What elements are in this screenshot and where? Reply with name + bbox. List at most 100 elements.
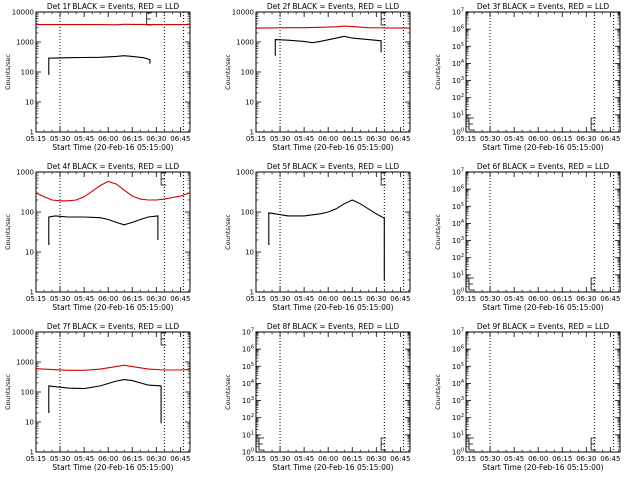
x-axis-title: Start Time (20-Feb-16 05:15:00) — [482, 463, 603, 472]
y-tick-label: 10 — [245, 249, 254, 257]
x-tick-label: 05:30 — [270, 455, 290, 463]
x-tick-label: 06:45 — [170, 295, 190, 303]
x-tick-label: 05:45 — [504, 455, 524, 463]
y-tick-label: 100 — [241, 69, 254, 77]
x-tick-label: 06:30 — [366, 455, 386, 463]
x-tick-label: 06:15 — [552, 135, 572, 143]
x-tick-label: 06:45 — [600, 135, 620, 143]
y-axis-title: Counts/sec — [434, 54, 442, 90]
series-events-line — [48, 379, 162, 424]
x-axis-title: Start Time (20-Feb-16 05:15:00) — [52, 143, 173, 152]
x-tick-label: 05:15 — [456, 455, 476, 463]
y-tick-label: 105 — [242, 362, 254, 371]
interval-marker — [258, 437, 264, 451]
series-lld-line — [255, 25, 411, 29]
interval-marker — [468, 277, 474, 291]
y-tick-label: 101 — [452, 270, 464, 279]
y-tick-label: 101 — [452, 430, 464, 439]
y-axis-title: Counts/sec — [224, 214, 232, 250]
y-tick-label: 104 — [452, 59, 464, 68]
y-axis-title: Counts/sec — [434, 214, 442, 250]
x-axis-title: Start Time (20-Feb-16 05:15:00) — [272, 143, 393, 152]
x-tick-label: 05:45 — [74, 135, 94, 143]
plot-frame — [465, 331, 621, 453]
y-tick-label: 107 — [452, 168, 464, 177]
x-tick-label: 05:45 — [294, 295, 314, 303]
y-axis-title: Counts/sec — [224, 374, 232, 410]
x-tick-label: 06:00 — [98, 295, 118, 303]
plot-frame — [465, 11, 621, 133]
y-tick-label: 101 — [452, 110, 464, 119]
x-tick-label: 05:15 — [26, 455, 46, 463]
y-axis-title: Counts/sec — [4, 374, 12, 410]
series-events-line — [274, 35, 382, 56]
y-tick-label: 104 — [452, 219, 464, 228]
y-tick-label: 100 — [21, 389, 34, 397]
x-tick-label: 05:30 — [50, 295, 70, 303]
x-tick-label: 06:45 — [170, 135, 190, 143]
x-tick-label: 06:15 — [552, 295, 572, 303]
y-tick-label: 102 — [242, 413, 254, 422]
x-tick-label: 06:45 — [170, 455, 190, 463]
y-tick-label: 10 — [245, 99, 254, 107]
x-tick-label: 05:15 — [456, 295, 476, 303]
x-tick-label: 06:45 — [600, 295, 620, 303]
y-tick-label: 100 — [452, 288, 464, 297]
x-tick-label: 06:15 — [552, 455, 572, 463]
x-tick-label: 06:00 — [318, 135, 338, 143]
series-lld-line — [35, 364, 191, 371]
y-tick-label: 103 — [452, 396, 464, 405]
chart-panel: Det 6f BLACK = Events, RED = LLD 100 101 10… — [434, 162, 621, 312]
x-tick-label: 05:15 — [456, 135, 476, 143]
y-tick-label: 103 — [242, 396, 254, 405]
plot-frame — [35, 331, 191, 453]
series-lld-line — [35, 180, 191, 202]
x-tick-label: 05:30 — [270, 295, 290, 303]
x-axis-title: Start Time (20-Feb-16 05:15:00) — [272, 303, 393, 312]
x-tick-label: 06:30 — [366, 295, 386, 303]
y-tick-label: 107 — [452, 328, 464, 337]
chart-title: Det 2f BLACK = Events, RED = LLD — [267, 2, 400, 11]
chart-panel: Det 2f BLACK = Events, RED = LLD 1 10 100 10… — [224, 2, 411, 152]
x-tick-label: 06:15 — [342, 455, 362, 463]
x-tick-label: 05:45 — [294, 455, 314, 463]
y-tick-label: 101 — [242, 430, 254, 439]
y-tick-label: 1000 — [236, 169, 254, 177]
y-tick-label: 100 — [241, 209, 254, 217]
y-tick-label: 1000 — [236, 39, 254, 47]
y-tick-label: 100 — [21, 209, 34, 217]
x-tick-label: 05:45 — [74, 295, 94, 303]
x-tick-label: 06:30 — [146, 135, 166, 143]
x-tick-label: 05:45 — [294, 135, 314, 143]
x-tick-label: 06:00 — [528, 135, 548, 143]
chart-title: Det 6f BLACK = Events, RED = LLD — [477, 162, 610, 171]
chart-title: Det 8f BLACK = Events, RED = LLD — [267, 322, 400, 331]
y-tick-label: 106 — [242, 345, 254, 354]
y-tick-label: 102 — [452, 253, 464, 262]
y-tick-label: 104 — [242, 379, 254, 388]
y-tick-label: 1 — [30, 289, 34, 297]
y-tick-label: 10000 — [12, 9, 34, 17]
y-tick-label: 1 — [250, 129, 254, 137]
x-axis-title: Start Time (20-Feb-16 05:15:00) — [52, 303, 173, 312]
x-axis-title: Start Time (20-Feb-16 05:15:00) — [272, 463, 393, 472]
y-tick-label: 107 — [242, 328, 254, 337]
x-tick-label: 06:45 — [390, 455, 410, 463]
y-tick-label: 102 — [452, 413, 464, 422]
series-events-line — [48, 55, 151, 75]
x-tick-label: 06:30 — [146, 295, 166, 303]
y-tick-label: 106 — [452, 185, 464, 194]
chart-panel: Det 7f BLACK = Events, RED = LLD 1 10 100 10… — [4, 322, 191, 472]
chart-title: Det 7f BLACK = Events, RED = LLD — [47, 322, 180, 331]
interval-marker — [160, 172, 167, 186]
y-tick-label: 102 — [452, 93, 464, 102]
x-tick-label: 06:30 — [366, 135, 386, 143]
interval-marker — [160, 332, 167, 346]
x-tick-label: 05:30 — [50, 135, 70, 143]
y-tick-label: 1000 — [16, 39, 34, 47]
chart-panel: Det 9f BLACK = Events, RED = LLD 100 101 10… — [434, 322, 621, 472]
interval-marker — [380, 172, 387, 186]
y-axis-title: Counts/sec — [434, 374, 442, 410]
x-tick-label: 05:30 — [480, 295, 500, 303]
chart-title: Det 4f BLACK = Events, RED = LLD — [47, 162, 180, 171]
